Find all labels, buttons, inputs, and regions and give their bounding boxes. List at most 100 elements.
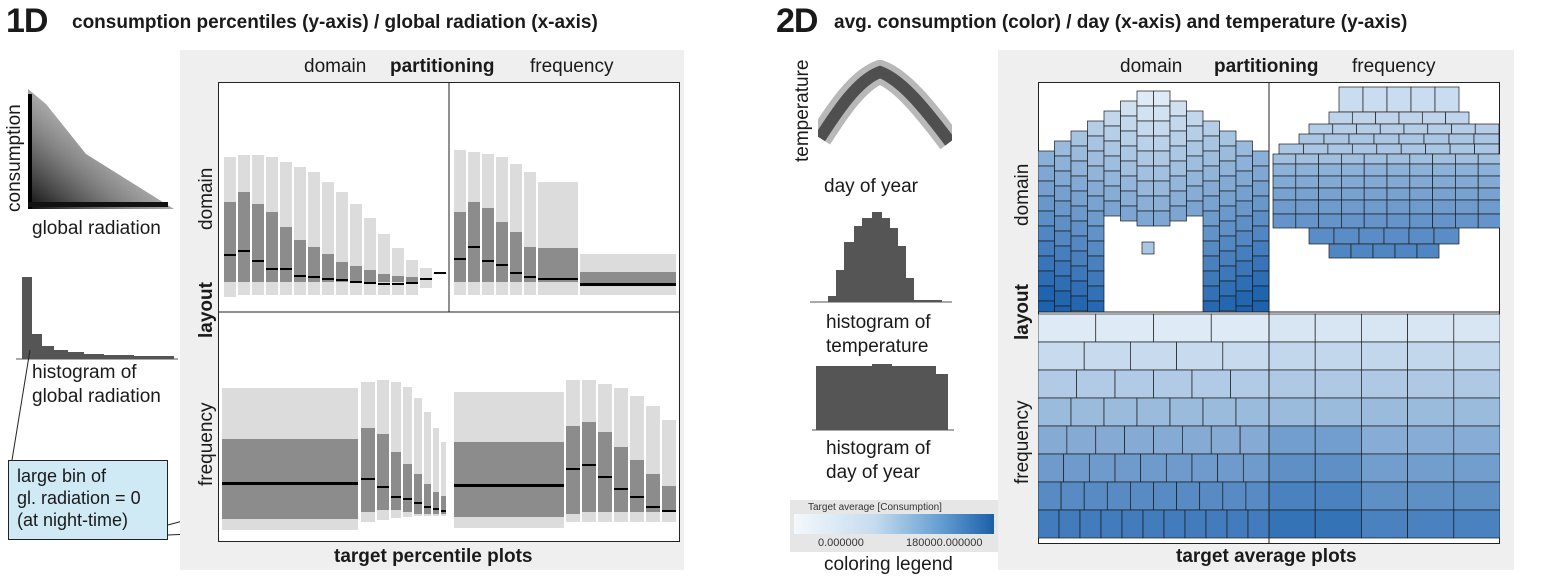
avg-partition-domain-label: domain — [1120, 56, 1183, 77]
heatmap-tile — [1362, 86, 1388, 113]
heatmap-tile — [1235, 215, 1253, 232]
heatmap-tile — [1079, 509, 1102, 539]
heatmap-tile — [1114, 453, 1142, 483]
heatmap-tile — [1400, 143, 1427, 155]
heatmap-tile — [1153, 481, 1177, 511]
heatmap-tile — [1106, 481, 1131, 511]
heatmap-tile — [1070, 265, 1088, 282]
heatmap-tile — [1038, 509, 1060, 539]
heatmap-tile — [1328, 243, 1352, 259]
heatmap-tile — [1268, 313, 1316, 343]
heatmap-tile — [1453, 313, 1500, 343]
heatmap-tile — [1136, 165, 1154, 182]
radiation-consumption-scatter — [28, 89, 174, 209]
heatmap-tile — [1087, 225, 1105, 242]
heatmap-tile — [1114, 369, 1154, 399]
heatmap-tile — [1318, 163, 1342, 177]
average-grid — [1038, 82, 1500, 544]
heatmap-tile — [1103, 155, 1121, 172]
heatmap-tile — [1403, 123, 1429, 135]
heatmap-tile — [1252, 195, 1270, 212]
heatmap-tile — [1409, 163, 1433, 177]
heatmap-tile — [1252, 255, 1270, 272]
heatmap-tile — [1407, 425, 1455, 455]
heatmap-tile — [1087, 285, 1105, 302]
heatmap-tile — [1361, 509, 1408, 539]
heatmap-tile — [1202, 180, 1220, 197]
average-cell-domain-domain — [1038, 90, 1270, 313]
heatmap-tile — [1070, 190, 1088, 207]
heatmap-tile — [1235, 290, 1253, 307]
heatmap-tile — [1169, 145, 1187, 162]
heatmap-tile — [1087, 135, 1105, 152]
heatmap-tile — [1087, 150, 1105, 167]
heatmap-tile — [1219, 235, 1237, 252]
heatmap-tile — [1314, 397, 1362, 427]
heatmap-tile — [1136, 90, 1154, 107]
heatmap-tile — [1130, 481, 1154, 511]
heatmap-tile — [1272, 213, 1297, 229]
heatmap-tile — [1202, 135, 1220, 152]
heatmap-tile — [1063, 453, 1090, 483]
heatmap-tile — [1222, 481, 1247, 511]
heatmap-tile — [1070, 397, 1105, 427]
heatmap-tile — [1153, 313, 1212, 343]
heatmap-tile — [1054, 290, 1072, 307]
heatmap-tile — [1333, 227, 1360, 245]
heatmap-tile — [1219, 295, 1237, 312]
heatmap-tile — [1268, 369, 1316, 399]
scatter-xlabel: global radiation — [32, 218, 161, 239]
heatmap-tile — [1141, 241, 1155, 255]
heatmap-tile — [1356, 123, 1381, 135]
heatmap-tile — [1361, 453, 1408, 483]
heatmap-tile — [1121, 509, 1144, 539]
heatmap-tile — [1070, 250, 1088, 267]
heatmap-tile — [1038, 150, 1055, 167]
heatmap-tile — [1230, 369, 1270, 399]
heatmap-tile — [1268, 425, 1316, 455]
heatmap-tile — [1235, 170, 1253, 187]
heatmap-tile — [1199, 481, 1224, 511]
heatmap-tile — [1087, 300, 1105, 313]
heatmap-tile — [1455, 213, 1479, 229]
heatmap-tile — [1453, 509, 1500, 539]
heatmap-tile — [1432, 175, 1456, 189]
heatmap-tile — [1153, 90, 1171, 107]
heatmap-tile — [1070, 235, 1088, 252]
heatmap-tile — [1477, 153, 1500, 165]
heatmap-tile — [1103, 125, 1121, 142]
avg-partition-bold-label: partitioning — [1214, 56, 1319, 77]
heatmap-tile — [1341, 213, 1365, 229]
heatmap-tile — [1351, 143, 1378, 155]
layout-bold-label: layout — [196, 282, 217, 338]
heatmap-tile — [1202, 195, 1220, 212]
heatmap-tile — [1268, 453, 1316, 483]
heatmap-tile — [1169, 130, 1187, 147]
panel-1d-heading: consumption percentiles (y-axis) / globa… — [72, 12, 598, 33]
heatmap-tile — [1272, 187, 1297, 201]
heatmap-tile — [1038, 300, 1055, 313]
heatmap-tile — [1219, 190, 1237, 207]
percentile-footer: target percentile plots — [334, 546, 533, 567]
day-histogram — [812, 364, 954, 431]
heatmap-tile — [1038, 369, 1077, 399]
heatmap-tile — [1247, 509, 1270, 539]
heatmap-tile — [1153, 150, 1171, 167]
heatmap-tile — [1219, 265, 1237, 282]
night-bin-callout: large bin of gl. radiation = 0 (at night… — [8, 460, 168, 540]
heatmap-tile — [1423, 133, 1450, 145]
heatmap-tile — [1386, 175, 1411, 189]
heatmap-tile — [1379, 123, 1405, 135]
heatmap-tile — [1070, 160, 1088, 177]
heatmap-tile — [1242, 453, 1270, 483]
heatmap-tile — [1202, 285, 1220, 302]
heatmap-tile — [1070, 205, 1088, 222]
heatmap-tile — [1373, 133, 1400, 145]
heatmap-tile — [1386, 86, 1412, 113]
heatmap-tile — [1295, 153, 1319, 165]
legend-title: Target average [Consumption] — [808, 502, 942, 513]
heatmap-tile — [1314, 509, 1362, 539]
heatmap-tile — [1348, 133, 1375, 145]
heatmap-tile — [1407, 341, 1455, 371]
heatmap-tile — [1341, 187, 1365, 201]
